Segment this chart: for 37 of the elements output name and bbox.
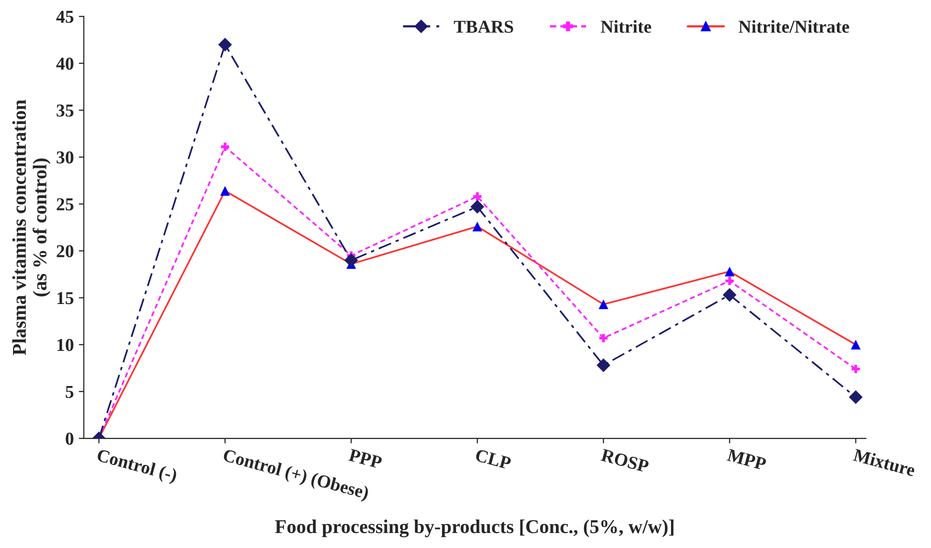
legend-label: Nitrite/Nitrate [738,20,850,33]
point [220,186,230,196]
y-tick-label: 15 [57,292,74,304]
x-tick-label: PPP [348,448,382,469]
x-tick-label: MPP [726,448,767,470]
point [725,276,734,286]
point [724,266,734,276]
y-axis-title: Plasma vitamins concentration (as % of control) [12,100,50,356]
x-tick-label: Control (-) [96,448,178,486]
y-tick-label: 5 [66,386,74,398]
point [473,192,482,201]
point [850,340,861,350]
x-axis-title: Food processing by-products [Conc., (5%, w/w)] [275,520,674,538]
y-tick-label: 35 [56,104,74,117]
y-tick-label: 40 [56,58,74,70]
point [218,38,232,52]
y-tick-label: 10 [57,338,74,352]
x-tick-label: CLP [474,448,512,470]
point [599,334,608,342]
x-tick-label: ROSP [600,448,650,473]
y-tick-label: 45 [56,10,74,23]
point [848,390,863,404]
point [472,222,482,232]
point [598,299,608,310]
legend-label: Nitrite [600,20,652,33]
point [722,288,736,302]
y-tick-label: 25 [56,198,74,210]
point [470,200,484,214]
x-tick-label: Mixture [852,448,916,477]
point [344,253,358,268]
y-tick-label: 30 [56,151,74,164]
y-tick-label: 20 [56,245,74,258]
point [596,358,610,372]
y-tick-label: 0 [66,432,74,445]
legend-label: TBARS [454,20,514,33]
point [852,364,860,374]
point [220,142,230,151]
